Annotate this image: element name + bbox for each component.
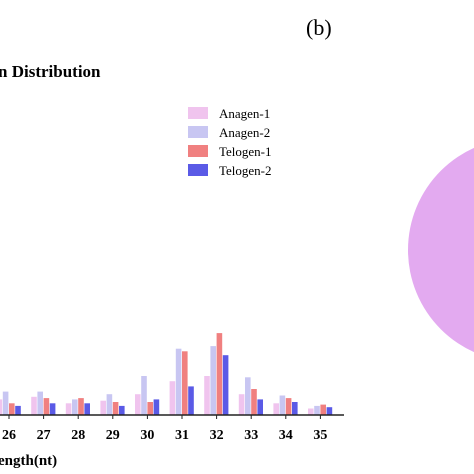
bar-telogen-1-30 [147, 402, 153, 415]
bar-telogen-1-27 [43, 398, 50, 415]
bar-telogen-2-31 [188, 386, 194, 415]
bar-anagen-2-31 [175, 348, 182, 415]
bar-telogen-1-35 [320, 404, 326, 415]
legend: Anagen-1 Anagen-2 Telogen-1 Telogen-2 [188, 106, 272, 178]
bar-telogen-2-35 [326, 407, 333, 415]
bar-telogen-2-34 [292, 402, 298, 415]
x-tick-label: 30 [140, 428, 154, 443]
bar-anagen-1-34 [273, 403, 279, 415]
x-axis-label: ength(nt) [0, 453, 57, 469]
pie-slice [408, 147, 474, 353]
legend-swatch-telogen-2 [188, 164, 208, 176]
bar-anagen-1-29 [100, 400, 106, 415]
panel-label: (b) [306, 15, 332, 40]
x-tick-label: 27 [37, 428, 51, 443]
bar-telogen-1-29 [112, 402, 119, 415]
legend-label-telogen-2: Telogen-2 [219, 163, 272, 178]
bar-anagen-1-32 [204, 376, 210, 415]
legend-label-telogen-1: Telogen-1 [219, 144, 272, 159]
x-tick-label: 34 [279, 428, 293, 443]
bar-plot [0, 333, 333, 415]
x-ticks: 26 27 28 29 30 31 32 33 34 35 [2, 415, 327, 443]
bar-anagen-2-33 [245, 377, 251, 415]
bar-anagen-1-35 [308, 408, 314, 415]
legend-swatch-telogen-1 [188, 145, 208, 157]
x-tick-label: 29 [106, 428, 120, 443]
bar-telogen-2-29 [119, 405, 125, 415]
x-tick-label: 28 [71, 428, 85, 443]
bar-anagen-1-31 [169, 381, 176, 415]
bar-telogen-2-32 [222, 355, 229, 415]
bar-telogen-1-32 [216, 333, 223, 415]
bar-anagen-1-27 [31, 396, 37, 415]
bar-telogen-2-33 [257, 399, 263, 415]
legend-label-anagen-1: Anagen-1 [219, 106, 270, 121]
bar-anagen-2-27 [37, 391, 43, 415]
x-tick-label: 31 [175, 428, 189, 443]
legend-swatch-anagen-1 [188, 107, 208, 119]
bar-anagen-1-33 [238, 394, 245, 415]
bar-telogen-1-33 [251, 389, 257, 415]
bar-anagen-2-29 [106, 394, 113, 415]
bar-anagen-2-32 [210, 346, 216, 415]
bar-telogen-1-26 [9, 403, 15, 415]
bar-telogen-2-27 [49, 403, 56, 415]
x-tick-label: 33 [244, 428, 258, 443]
bar-telogen-1-28 [78, 398, 84, 415]
legend-label-anagen-2: Anagen-2 [219, 125, 270, 140]
bar-telogen-2-30 [153, 399, 160, 415]
bar-telogen-1-34 [285, 398, 292, 415]
bar-telogen-2-26 [15, 405, 21, 415]
legend-swatch-anagen-2 [188, 126, 208, 138]
bar-anagen-2-28 [72, 399, 78, 415]
x-tick-label: 32 [210, 428, 224, 443]
bar-anagen-2-34 [279, 395, 286, 415]
bar-telogen-2-28 [84, 403, 90, 415]
bar-anagen-2-26 [2, 391, 9, 415]
bar-anagen-1-26 [0, 399, 3, 415]
pie-chart [408, 147, 474, 353]
bar-anagen-1-28 [65, 403, 72, 415]
bar-anagen-1-30 [135, 394, 141, 415]
bar-anagen-2-30 [141, 376, 147, 415]
chart-title: n Distribution [0, 62, 101, 81]
bar-telogen-1-31 [182, 351, 188, 415]
x-tick-label: 35 [313, 428, 327, 443]
bar-anagen-2-35 [314, 405, 320, 415]
x-tick-label: 26 [2, 428, 16, 443]
